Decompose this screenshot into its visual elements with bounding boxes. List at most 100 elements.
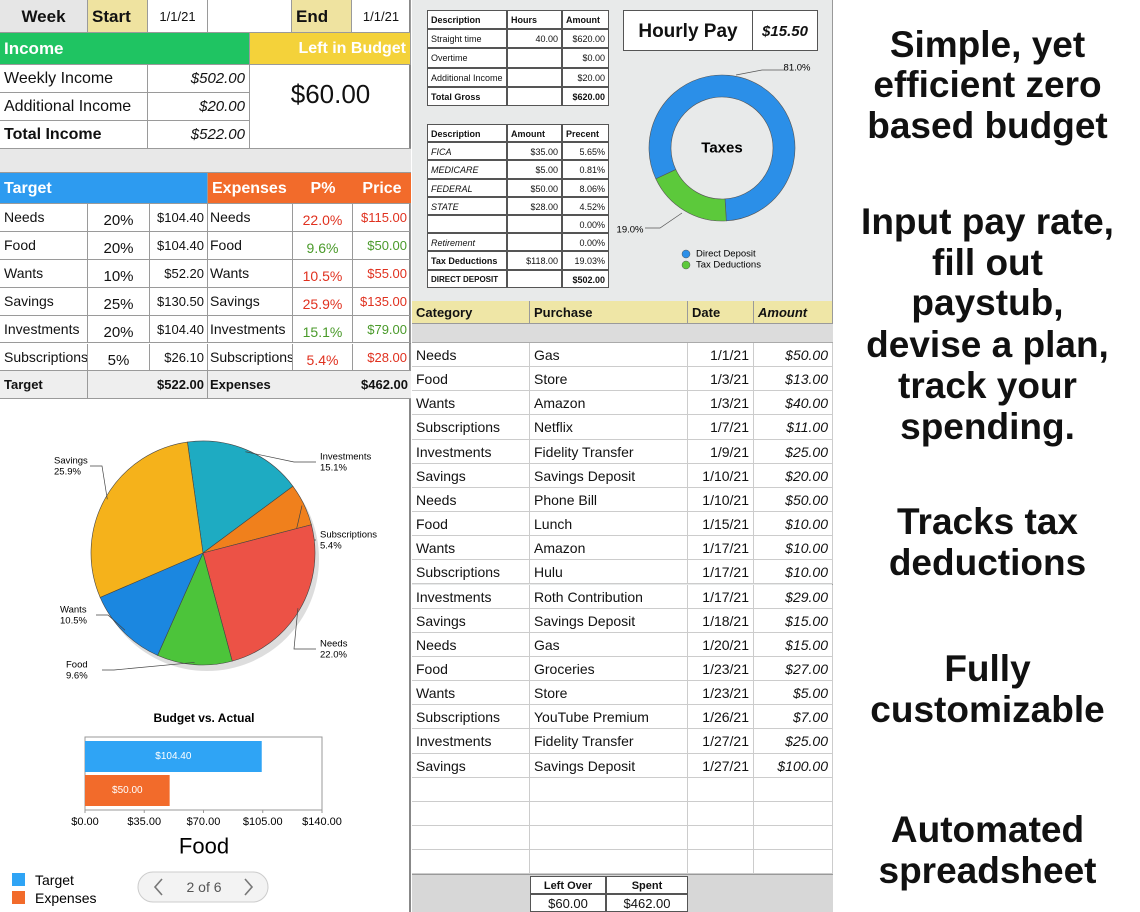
expense-price: $79.00: [353, 315, 411, 344]
pie-value-label: 25.9%: [54, 467, 81, 478]
end-date: 1/1/21: [352, 0, 411, 33]
expense-category: Subscriptions: [208, 343, 293, 372]
transaction-cell: $100.00: [754, 753, 833, 778]
expense-percent: 5.4%: [293, 343, 353, 372]
paystub-hours: 40.00: [507, 29, 562, 49]
transactions-header: Category: [412, 301, 530, 324]
empty-cell: [530, 801, 688, 826]
transaction-cell: Food: [412, 367, 530, 392]
pager-label: 2 of 6: [186, 879, 221, 895]
left-over-label: Left Over: [530, 876, 606, 894]
income-header: Income: [0, 33, 250, 65]
transaction-cell: $7.00: [754, 705, 833, 730]
transaction-cell: Food: [412, 656, 530, 682]
income-label: Total Income: [0, 121, 148, 149]
donut-title: Taxes: [701, 140, 742, 157]
tax-description: FICA: [427, 142, 507, 161]
tax-percent: 0.00%: [562, 233, 609, 252]
transaction-cell: Hulu: [530, 560, 688, 585]
transaction-cell: Savings: [412, 753, 530, 778]
transaction-cell: 1/23/21: [688, 656, 754, 682]
pie-label: Needs: [320, 639, 348, 650]
tax-description: Tax Deductions: [427, 251, 507, 270]
transaction-cell: 1/26/21: [688, 705, 754, 730]
leader-line: [293, 608, 316, 650]
target-category: Food: [0, 231, 88, 260]
feature-text: Simple, yet: [889, 24, 1086, 65]
transaction-cell: Investments: [412, 729, 530, 754]
target-percent: 5%: [88, 343, 150, 372]
transaction-cell: $25.00: [754, 439, 833, 464]
income-amount: $522.00: [148, 121, 250, 149]
empty-cell: [754, 850, 833, 875]
expenses-total-label: Expenses: [208, 371, 293, 399]
hourly-pay-label: Hourly Pay: [623, 10, 753, 51]
transaction-cell: $5.00: [754, 681, 833, 706]
transaction-cell: Store: [530, 367, 688, 392]
legend-label: Expenses: [35, 890, 96, 906]
transaction-cell: Subscriptions: [412, 705, 530, 730]
transaction-cell: Savings Deposit: [530, 608, 688, 633]
donut-value-label: 19.0%: [617, 225, 644, 236]
transaction-cell: Wants: [412, 681, 530, 706]
transaction-cell: $10.00: [754, 560, 833, 585]
target-total-label: Target: [0, 371, 88, 399]
transaction-cell: Lunch: [530, 512, 688, 537]
target-total-blank: [88, 371, 150, 399]
transaction-cell: $29.00: [754, 584, 833, 609]
tax-description: STATE: [427, 196, 507, 215]
transaction-cell: 1/9/21: [688, 439, 754, 464]
spent-label: Spent: [606, 876, 688, 894]
left-in-budget-value: $60.00: [250, 65, 411, 149]
left-budget-header: Left in Budget: [250, 33, 411, 65]
empty-cell: [412, 826, 530, 851]
feature-text: Tracks tax: [896, 501, 1079, 542]
leader-line: [645, 212, 683, 229]
pie-label: Food: [66, 660, 88, 671]
bar: [85, 775, 170, 806]
pie-label: Investments: [320, 452, 371, 463]
transaction-cell: Needs: [412, 487, 530, 513]
legend-label: Tax Deductions: [696, 260, 761, 271]
transaction-cell: Savings Deposit: [530, 463, 688, 488]
target-total: $522.00: [150, 371, 208, 399]
legend-swatch: [12, 873, 25, 886]
donut-slice: [655, 169, 727, 222]
paystub-amount: $0.00: [562, 48, 609, 68]
transaction-cell: $25.00: [754, 729, 833, 754]
transaction-cell: Gas: [530, 632, 688, 657]
expense-percent: 9.6%: [293, 231, 353, 260]
pie-value-label: 10.5%: [60, 616, 87, 627]
transaction-cell: 1/7/21: [688, 415, 754, 440]
tax-total: $502.00: [562, 269, 609, 288]
transaction-cell: Groceries: [530, 656, 688, 682]
tax-amount: $5.00: [507, 160, 562, 179]
legend-swatch: [681, 249, 691, 259]
tax-amount: [507, 215, 562, 234]
expense-price: $28.00: [353, 343, 411, 372]
empty-cell: [688, 777, 754, 802]
week-label: Week: [0, 0, 88, 33]
paystub-amount: $20.00: [562, 67, 609, 87]
empty-cell: [412, 777, 530, 802]
paystub-header: Amount: [562, 10, 609, 30]
pager-prev[interactable]: [153, 878, 163, 896]
transaction-cell: Savings Deposit: [530, 753, 688, 778]
transaction-cell: Wants: [412, 536, 530, 561]
target-percent: 20%: [88, 231, 150, 260]
target-percent: 20%: [88, 315, 150, 344]
transaction-cell: 1/18/21: [688, 608, 754, 633]
transaction-cell: 1/3/21: [688, 367, 754, 392]
empty-cell: [754, 826, 833, 851]
feature-text: based budget: [867, 105, 1108, 146]
transaction-cell: 1/1/21: [688, 343, 754, 368]
expense-category: Needs: [208, 204, 293, 232]
transaction-cell: $15.00: [754, 632, 833, 657]
tax-amount: [507, 233, 562, 252]
transaction-cell: 1/27/21: [688, 753, 754, 778]
target-amount: $52.20: [150, 259, 208, 288]
pager-next[interactable]: [244, 878, 254, 896]
paystub-amount: $620.00: [562, 29, 609, 49]
pie-value-label: 9.6%: [66, 671, 88, 682]
transaction-cell: Amazon: [530, 536, 688, 561]
